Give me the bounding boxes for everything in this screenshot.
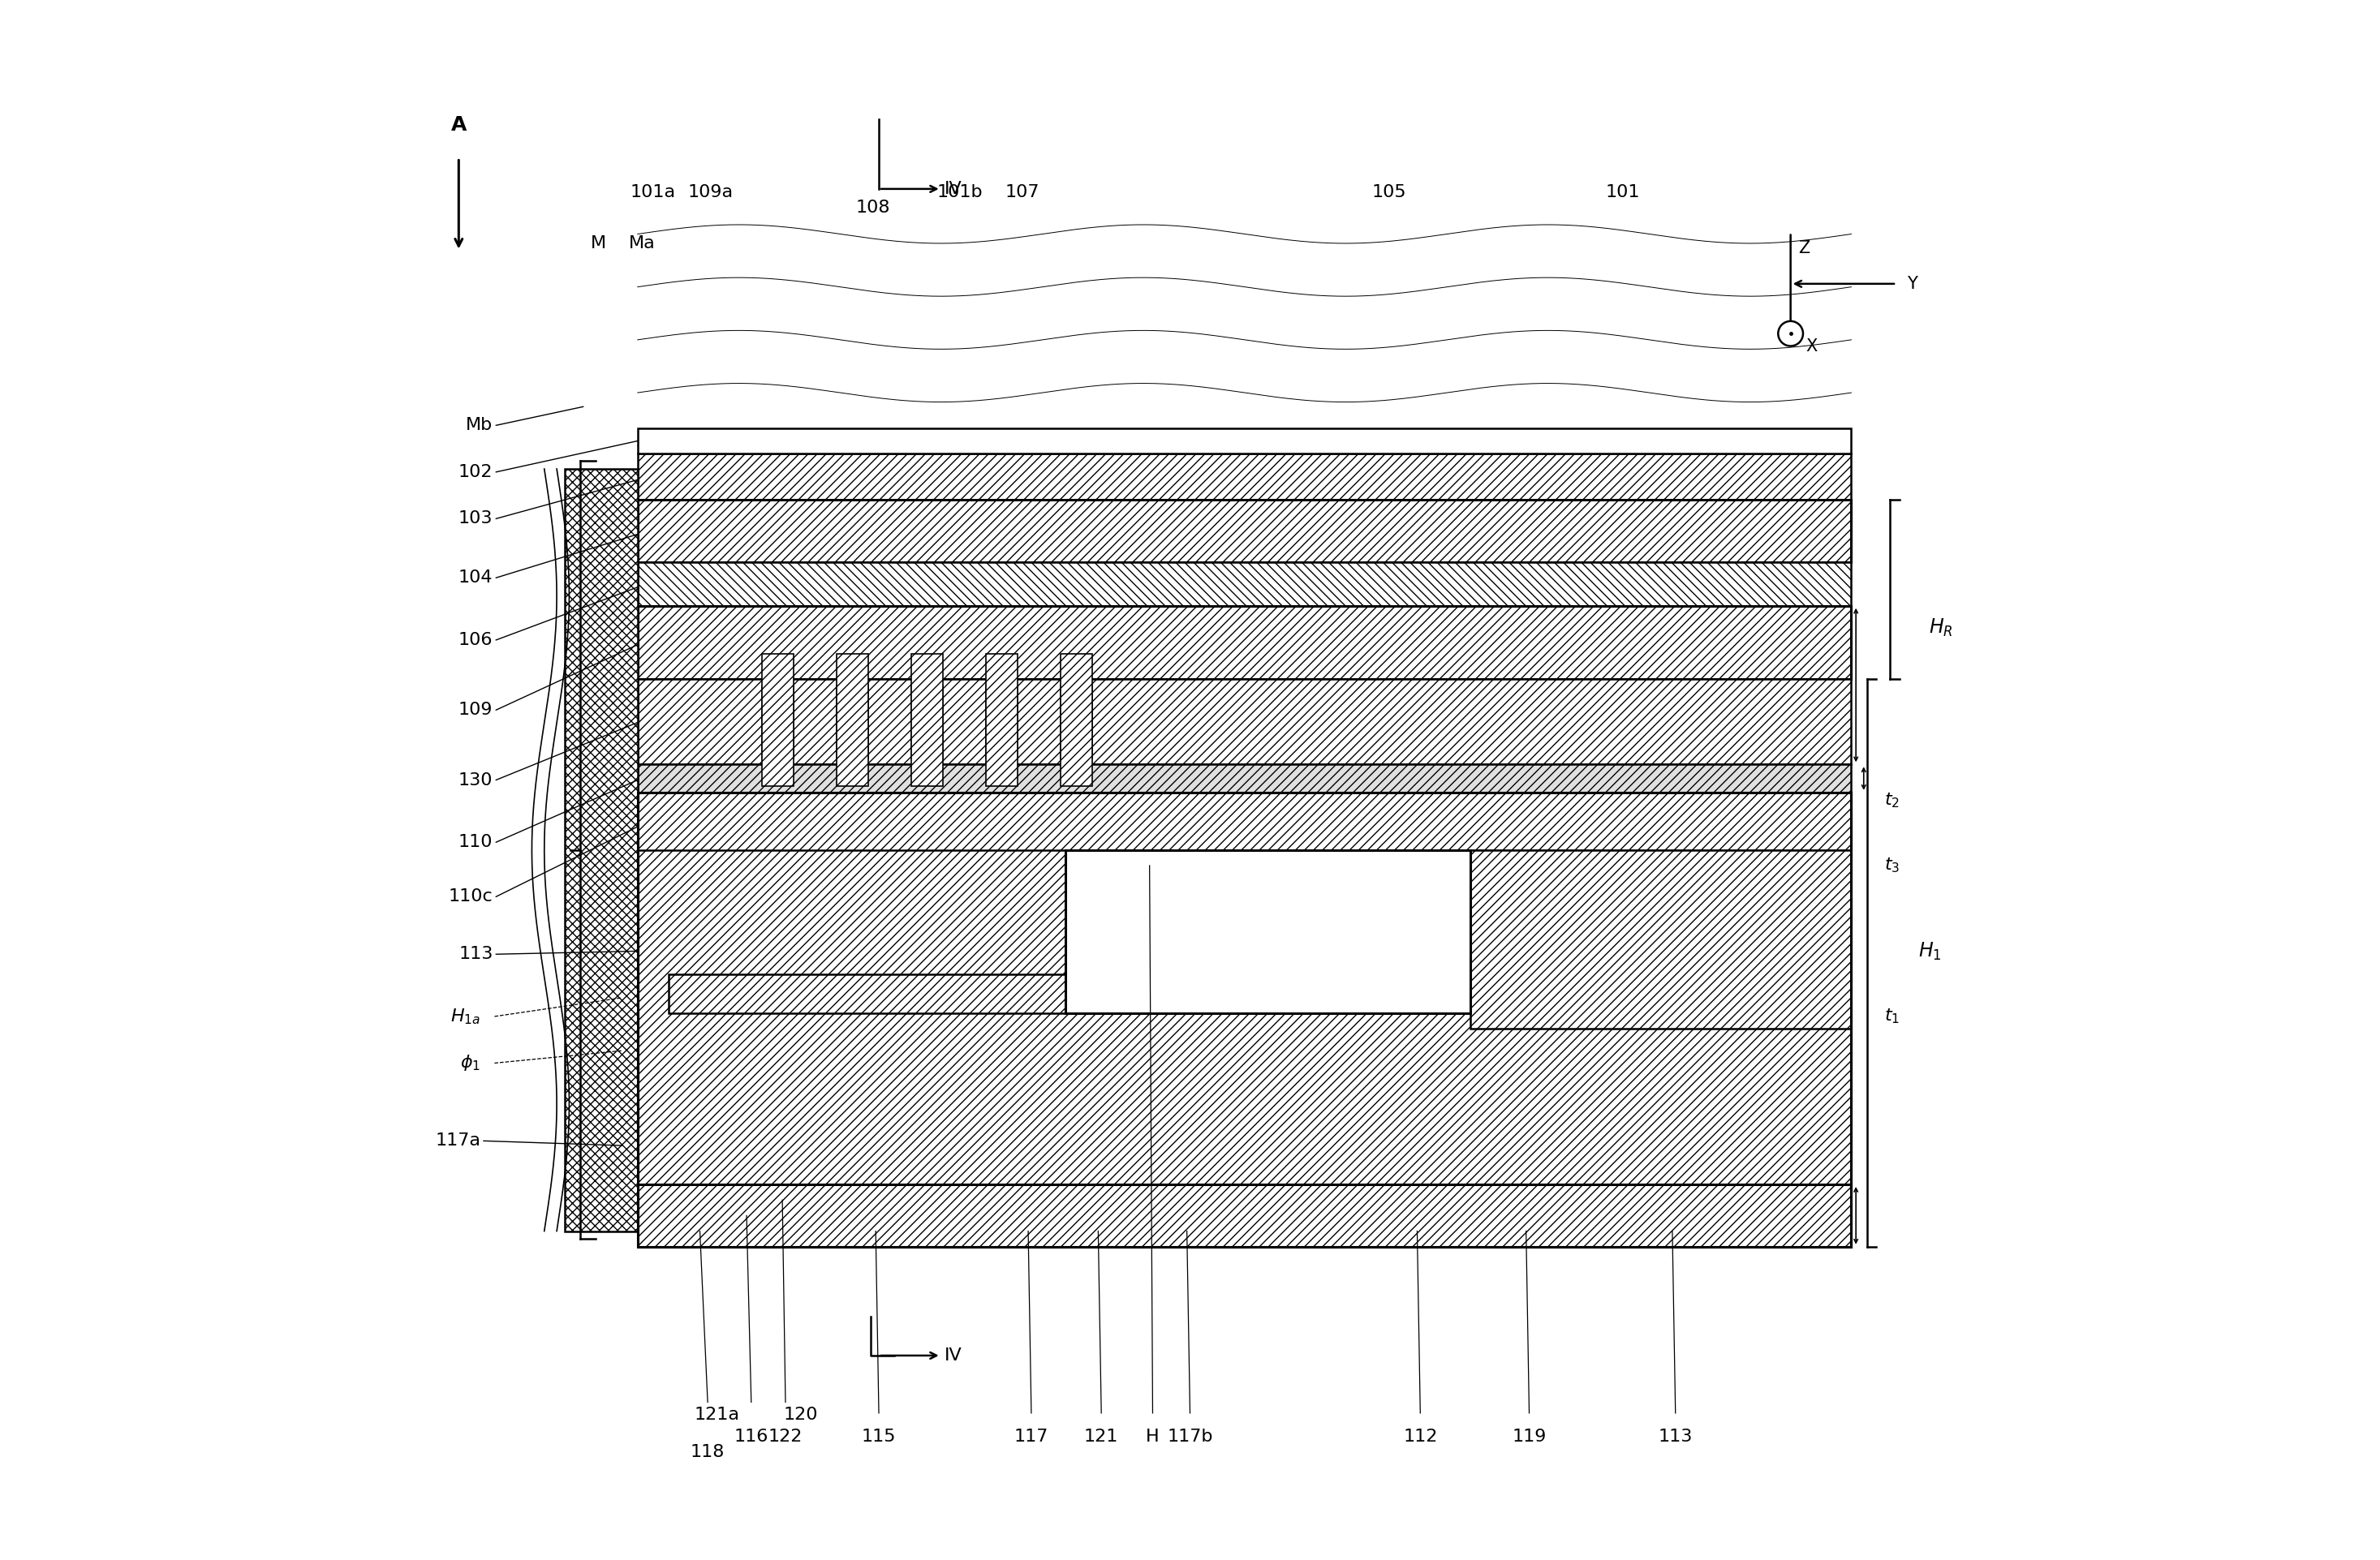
Bar: [1471, 850, 1852, 1030]
Text: 116: 116: [733, 1429, 769, 1445]
Text: 104: 104: [459, 569, 493, 587]
Text: 113: 113: [459, 945, 493, 963]
Text: 109: 109: [459, 702, 493, 718]
Bar: [762, 654, 793, 786]
Text: $H_1$: $H_1$: [1918, 941, 1942, 961]
Text: 103: 103: [459, 510, 493, 527]
Text: 101: 101: [1604, 184, 1640, 200]
Bar: [985, 685, 1016, 758]
Bar: [1066, 850, 1471, 1014]
Bar: [638, 562, 1852, 605]
Text: M: M: [590, 236, 607, 251]
Circle shape: [1778, 321, 1804, 346]
Text: $t_3$: $t_3$: [1885, 856, 1899, 875]
Bar: [838, 654, 869, 786]
Text: $t_2$: $t_2$: [1885, 791, 1899, 810]
Text: 120: 120: [783, 1407, 819, 1423]
Text: X: X: [1806, 339, 1818, 354]
Text: 118: 118: [690, 1445, 726, 1460]
Text: 121: 121: [1085, 1429, 1119, 1445]
Bar: [669, 975, 1066, 1014]
Text: 101a: 101a: [631, 184, 676, 200]
Text: 108: 108: [854, 200, 890, 215]
Bar: [638, 429, 1852, 454]
Bar: [1061, 654, 1092, 786]
Text: Z: Z: [1799, 240, 1809, 256]
Bar: [564, 470, 638, 1231]
Text: A: A: [450, 115, 466, 134]
Text: H: H: [1145, 1429, 1159, 1445]
Text: 105: 105: [1371, 184, 1407, 200]
Text: Y: Y: [1906, 276, 1918, 292]
Bar: [638, 1184, 1852, 1246]
Bar: [638, 454, 1852, 501]
Bar: [638, 792, 1852, 1246]
Bar: [1061, 685, 1092, 758]
Text: $H_{1a}$: $H_{1a}$: [450, 1006, 481, 1026]
Bar: [638, 605, 1852, 679]
Bar: [638, 792, 1852, 850]
Text: 109a: 109a: [688, 184, 733, 200]
Text: Mb: Mb: [466, 417, 493, 434]
Text: 122: 122: [769, 1429, 802, 1445]
Text: Ma: Ma: [628, 236, 654, 251]
Text: IV: IV: [945, 1348, 962, 1363]
Text: 113: 113: [1659, 1429, 1692, 1445]
Bar: [762, 685, 793, 758]
Bar: [985, 654, 1016, 786]
Text: IV: IV: [945, 181, 962, 197]
Bar: [638, 679, 1852, 764]
Text: 101b: 101b: [938, 184, 983, 200]
Text: 117: 117: [1014, 1429, 1050, 1445]
Text: 110: 110: [459, 835, 493, 850]
Text: 117b: 117b: [1166, 1429, 1214, 1445]
Text: 130: 130: [459, 772, 493, 788]
Text: 115: 115: [862, 1429, 895, 1445]
Text: 112: 112: [1404, 1429, 1438, 1445]
Bar: [838, 685, 869, 758]
Bar: [912, 685, 942, 758]
Text: $\phi_1$: $\phi_1$: [459, 1053, 481, 1073]
Text: $H_R$: $H_R$: [1930, 616, 1954, 638]
Text: 117a: 117a: [436, 1133, 481, 1150]
Bar: [912, 654, 942, 786]
Text: $t_1$: $t_1$: [1885, 1008, 1899, 1025]
Bar: [638, 501, 1852, 562]
Bar: [638, 792, 1852, 1184]
Text: 106: 106: [459, 632, 493, 647]
Text: 107: 107: [1004, 184, 1040, 200]
Text: 110c: 110c: [447, 889, 493, 905]
Text: 121a: 121a: [695, 1407, 740, 1423]
Text: 119: 119: [1511, 1429, 1547, 1445]
Text: 102: 102: [459, 463, 493, 480]
Bar: [638, 764, 1852, 792]
